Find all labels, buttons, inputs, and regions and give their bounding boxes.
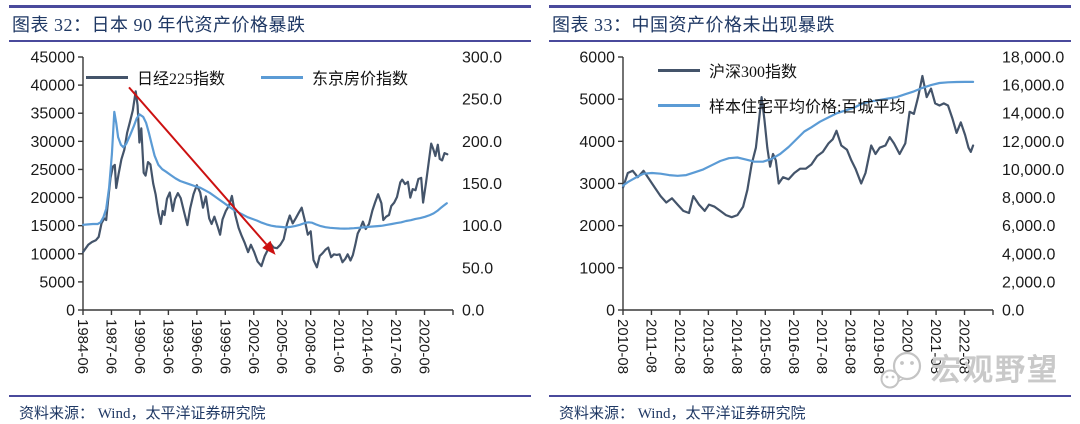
chart-area-japan: 0 5000 10000 15000 20000 25000 30000 35000 40000… — [0, 42, 540, 392]
svg-text:5000: 5000 — [39, 274, 75, 291]
svg-text:18,000.0: 18,000.0 — [1002, 50, 1064, 67]
svg-text:20000: 20000 — [31, 190, 76, 207]
svg-text:4000: 4000 — [579, 134, 615, 151]
svg-text:0: 0 — [606, 303, 615, 320]
svg-text:2011-08: 2011-08 — [642, 319, 659, 373]
svg-text:25000: 25000 — [31, 162, 76, 179]
svg-text:2017-08: 2017-08 — [813, 319, 830, 374]
svg-text:40000: 40000 — [31, 78, 76, 95]
svg-text:150.0: 150.0 — [462, 176, 502, 193]
svg-text:1984-06: 1984-06 — [74, 319, 91, 374]
svg-text:2019-08: 2019-08 — [870, 319, 887, 374]
chart-legend-china: 沪深300指数 样本住宅平均价格:百城平均 — [658, 58, 905, 117]
svg-text:2015-08: 2015-08 — [756, 319, 773, 374]
wechat-icon — [880, 351, 922, 389]
svg-text:2020-06: 2020-06 — [416, 319, 433, 374]
line-swatch-nikkei — [86, 75, 128, 79]
svg-text:0.0: 0.0 — [1002, 303, 1024, 320]
svg-text:0.0: 0.0 — [462, 303, 484, 320]
svg-text:2008-06: 2008-06 — [302, 319, 319, 374]
legend-item-csi300: 沪深300指数 — [658, 58, 905, 82]
svg-text:1000: 1000 — [579, 260, 615, 277]
chart-area-china: 0 1000 2000 3000 4000 5000 6000 0.0 2,000.0 4,000… — [540, 42, 1080, 392]
svg-text:2014-08: 2014-08 — [728, 319, 745, 374]
svg-text:16,000.0: 16,000.0 — [1002, 78, 1064, 95]
svg-text:6000: 6000 — [579, 50, 615, 67]
svg-text:2012-08: 2012-08 — [671, 319, 688, 374]
svg-text:10000: 10000 — [31, 246, 76, 263]
legend-label-tokyo-house: 东京房价指数 — [312, 71, 409, 88]
chart-title-japan: 图表 32：日本 90 年代资产价格暴跌 — [12, 15, 306, 35]
svg-text:1993-06: 1993-06 — [159, 319, 176, 374]
svg-text:30000: 30000 — [31, 134, 76, 151]
svg-text:6,000.0: 6,000.0 — [1002, 218, 1055, 235]
svg-text:1987-06: 1987-06 — [102, 319, 119, 374]
svg-text:2002-06: 2002-06 — [245, 319, 262, 374]
line-chart-japan: 0 5000 10000 15000 20000 25000 30000 35000 40000… — [31, 50, 503, 375]
svg-text:5000: 5000 — [579, 92, 615, 109]
watermark: 宏观野望 — [880, 351, 1059, 391]
svg-text:50.0: 50.0 — [462, 260, 493, 277]
svg-text:1999-06: 1999-06 — [216, 319, 233, 374]
chart-header-japan: 图表 32：日本 90 年代资产价格暴跌 — [9, 5, 531, 42]
chart-legend-japan: 日经225指数 东京房价指数 — [86, 65, 408, 89]
legend-item-nikkei: 日经225指数 — [86, 65, 225, 89]
svg-text:1996-06: 1996-06 — [188, 319, 205, 374]
line-swatch-tokyo-house — [261, 75, 304, 79]
legend-item-tokyo-house: 东京房价指数 — [261, 65, 408, 89]
source-text-japan: 资料来源： Wind，太平洋证券研究院 — [19, 406, 266, 422]
chart-header-china: 图表 33：中国资产价格未出现暴跌 — [549, 5, 1071, 42]
svg-text:300.0: 300.0 — [462, 50, 502, 67]
svg-text:15000: 15000 — [31, 218, 76, 235]
svg-text:2016-08: 2016-08 — [785, 319, 802, 374]
svg-text:2,000.0: 2,000.0 — [1002, 274, 1055, 291]
source-text-china: 资料来源： Wind，太平洋证券研究院 — [559, 406, 806, 422]
svg-text:4,000.0: 4,000.0 — [1002, 246, 1055, 263]
svg-text:2018-08: 2018-08 — [842, 319, 859, 374]
chart-title-china: 图表 33：中国资产价格未出现暴跌 — [552, 15, 835, 35]
svg-text:45000: 45000 — [31, 50, 76, 67]
svg-text:2017-06: 2017-06 — [387, 319, 404, 374]
svg-text:100.0: 100.0 — [462, 218, 502, 235]
svg-text:12,000.0: 12,000.0 — [1002, 134, 1064, 151]
svg-text:35000: 35000 — [31, 106, 76, 123]
svg-text:2000: 2000 — [579, 218, 615, 235]
svg-text:2005-06: 2005-06 — [273, 319, 290, 374]
svg-text:200.0: 200.0 — [462, 134, 502, 151]
watermark-text: 宏观野望 — [931, 354, 1059, 387]
legend-label-csi300: 沪深300指数 — [709, 64, 798, 81]
svg-text:8,000.0: 8,000.0 — [1002, 190, 1055, 207]
legend-item-china-house: 样本住宅平均价格:百城平均 — [658, 93, 905, 117]
svg-text:2010-08: 2010-08 — [614, 319, 631, 374]
source-note-china: 资料来源： Wind，太平洋证券研究院 — [549, 395, 1071, 423]
svg-text:2022-08: 2022-08 — [956, 319, 973, 374]
chart-panel-japan: 图表 32：日本 90 年代资产价格暴跌 0 5000 10000 15000 2000… — [0, 5, 540, 423]
svg-text:2011-06: 2011-06 — [330, 319, 347, 373]
line-swatch-china-house — [658, 103, 700, 107]
svg-text:2014-06: 2014-06 — [359, 319, 376, 374]
legend-label-china-house: 样本住宅平均价格:百城平均 — [709, 99, 906, 116]
svg-text:2021-08: 2021-08 — [927, 319, 944, 374]
svg-text:3000: 3000 — [579, 176, 615, 193]
svg-text:14,000.0: 14,000.0 — [1002, 106, 1064, 123]
svg-text:2013-08: 2013-08 — [699, 319, 716, 374]
legend-label-nikkei: 日经225指数 — [137, 71, 226, 88]
svg-text:10,000.0: 10,000.0 — [1002, 162, 1064, 179]
svg-text:250.0: 250.0 — [462, 92, 502, 109]
line-swatch-csi300 — [658, 68, 700, 72]
svg-text:0: 0 — [66, 303, 75, 320]
source-note-japan: 资料来源： Wind，太平洋证券研究院 — [9, 395, 531, 423]
svg-text:1990-06: 1990-06 — [131, 319, 148, 374]
